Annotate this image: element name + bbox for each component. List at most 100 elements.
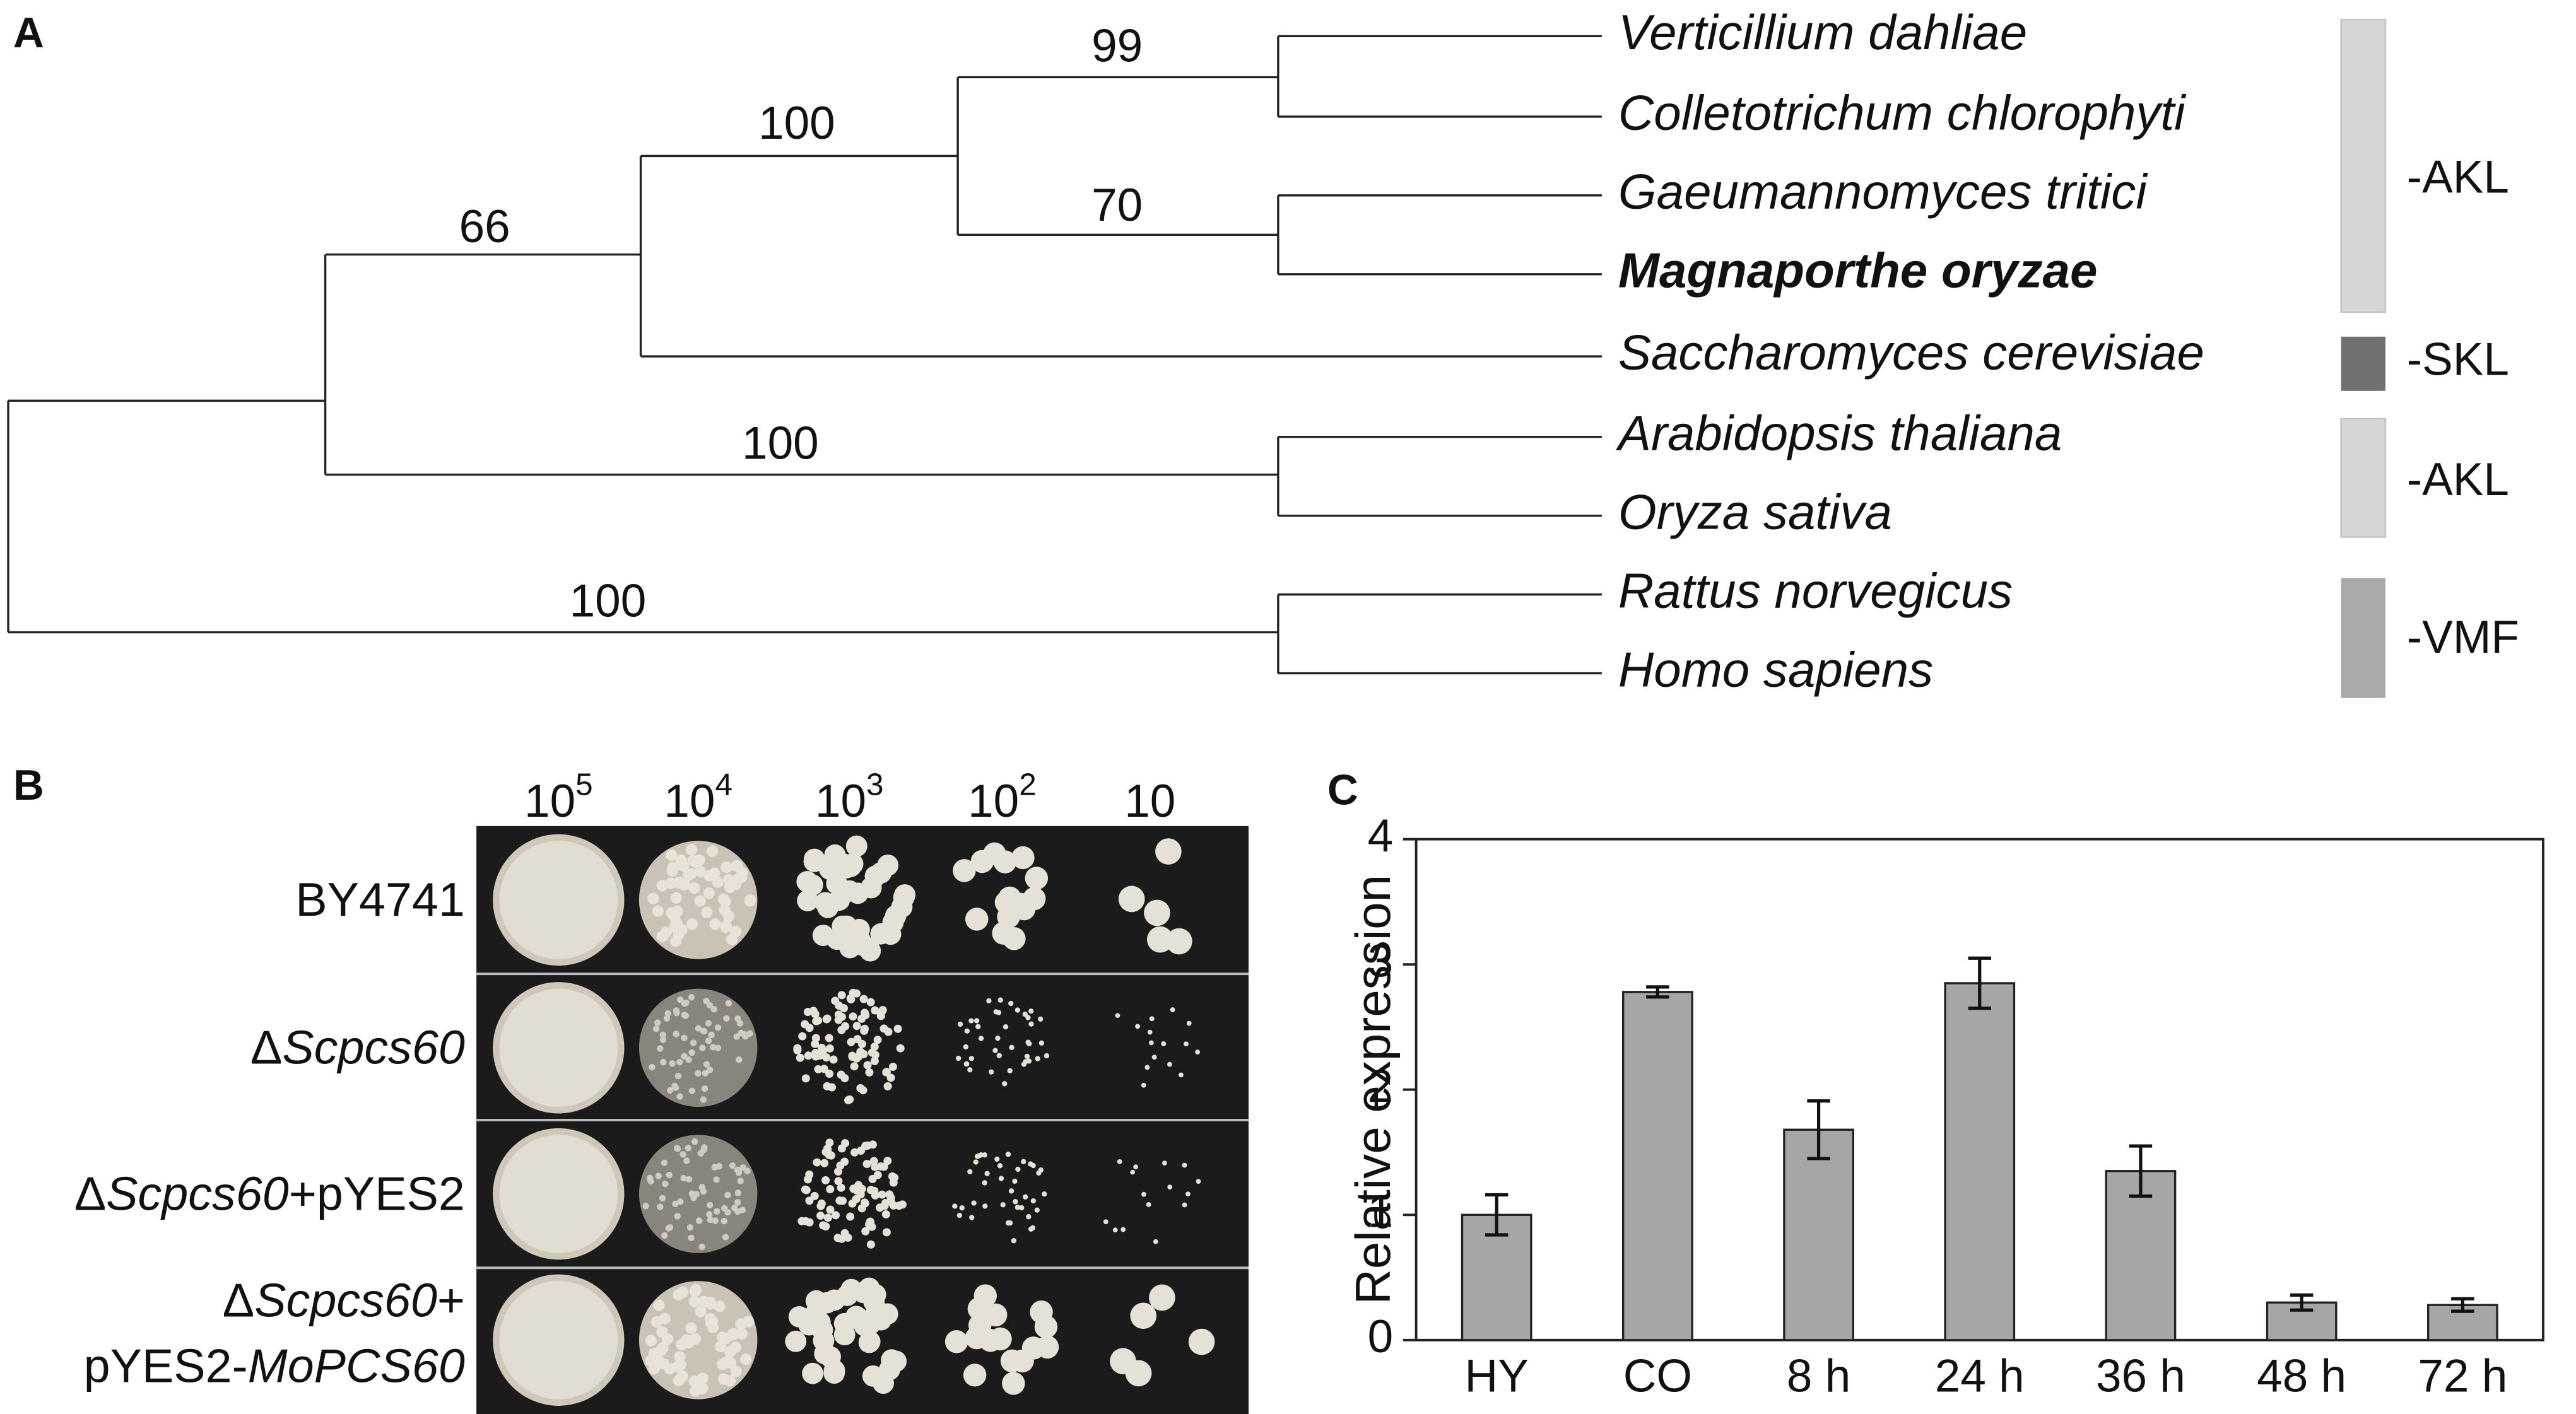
colony (724, 1375, 736, 1387)
colony (1196, 1179, 1201, 1184)
colony (998, 1176, 1004, 1181)
colony (833, 1312, 856, 1335)
colony (1147, 1029, 1153, 1035)
colony (685, 1322, 697, 1334)
colony (676, 1198, 684, 1205)
colony (669, 1060, 676, 1067)
leaf-label: Saccharomyces cerevisiae (1618, 325, 2204, 380)
colony (697, 1150, 704, 1157)
colony (1153, 1239, 1158, 1244)
colony (846, 994, 855, 1003)
bootstrap-value: 100 (758, 98, 835, 149)
colony (712, 876, 724, 888)
colony (959, 1205, 965, 1211)
leaf-label: Colletotrichum chlorophyti (1618, 85, 2187, 141)
strain-label: ΔScpcs60+ (223, 1274, 465, 1327)
colony (662, 1181, 669, 1188)
colony (862, 1160, 871, 1169)
colony (1028, 1161, 1033, 1167)
colony (975, 1024, 981, 1030)
colony (666, 1171, 673, 1179)
colony (657, 1341, 669, 1354)
colony (708, 1031, 715, 1039)
colony (989, 1327, 1012, 1351)
colony (1170, 1007, 1175, 1012)
colony (663, 1015, 671, 1022)
colony (1167, 1061, 1172, 1067)
colony (881, 1198, 890, 1207)
colony (816, 1212, 825, 1220)
colony (893, 1024, 902, 1033)
colony (658, 1358, 670, 1370)
colony (846, 1212, 855, 1221)
colony (868, 1140, 877, 1149)
colony (691, 1138, 698, 1145)
colony (706, 1211, 713, 1218)
colony (888, 1062, 897, 1071)
colony (688, 1234, 695, 1242)
colony (1015, 1205, 1020, 1210)
colony (714, 1208, 720, 1215)
colony (837, 991, 846, 1000)
colony (672, 1084, 679, 1091)
colony (988, 1069, 994, 1075)
dilution-base: 10 (664, 776, 715, 827)
colony (996, 1010, 1002, 1015)
colony (953, 859, 976, 882)
colony (859, 995, 868, 1003)
colony (845, 835, 867, 857)
colony (967, 1067, 973, 1073)
colony (1007, 1068, 1013, 1073)
colony (973, 1159, 979, 1165)
colony (850, 1062, 859, 1071)
y-tick-label: 2 (1368, 1061, 1394, 1112)
colony (1112, 1227, 1118, 1233)
colony (879, 1162, 888, 1171)
colony (1024, 1053, 1030, 1060)
motif-bar (2341, 336, 2385, 391)
colony (992, 921, 1015, 945)
colony (994, 1156, 1000, 1162)
colony (1013, 1199, 1018, 1205)
colony (1025, 867, 1049, 890)
colony (856, 1084, 865, 1092)
colony (984, 1171, 990, 1176)
colony (681, 1034, 688, 1041)
strain-label-part: Scpcs60 (106, 1167, 289, 1220)
colony (861, 1008, 869, 1017)
colony (720, 1217, 727, 1225)
dilution-base: 10 (524, 776, 575, 827)
dilution-exponent: 2 (1019, 767, 1037, 802)
colony (666, 865, 678, 877)
colony (852, 935, 874, 956)
colony (825, 1034, 833, 1043)
colony (706, 1201, 714, 1209)
colony (677, 860, 690, 872)
colony (821, 1176, 830, 1184)
colony (817, 1199, 826, 1208)
colony (715, 1163, 722, 1170)
colony (695, 1306, 707, 1318)
colony (656, 930, 668, 942)
colony (840, 1157, 849, 1166)
colony (1184, 1041, 1189, 1047)
colony (738, 1029, 744, 1037)
colony (978, 1152, 984, 1158)
colony (804, 1051, 813, 1060)
colony (982, 1152, 987, 1158)
colony (1035, 1056, 1040, 1061)
colony (701, 906, 713, 918)
colony (826, 1205, 835, 1214)
colony (705, 1037, 712, 1044)
colony (676, 1370, 688, 1382)
colony (837, 1012, 846, 1021)
colony (737, 1177, 744, 1184)
colony (1151, 1055, 1157, 1060)
colony (734, 1189, 742, 1196)
colony (670, 892, 682, 904)
colony (876, 1012, 885, 1020)
colony (982, 1203, 988, 1209)
panel-label: A (13, 9, 44, 57)
x-tick-label: 24 h (1935, 1351, 2025, 1402)
